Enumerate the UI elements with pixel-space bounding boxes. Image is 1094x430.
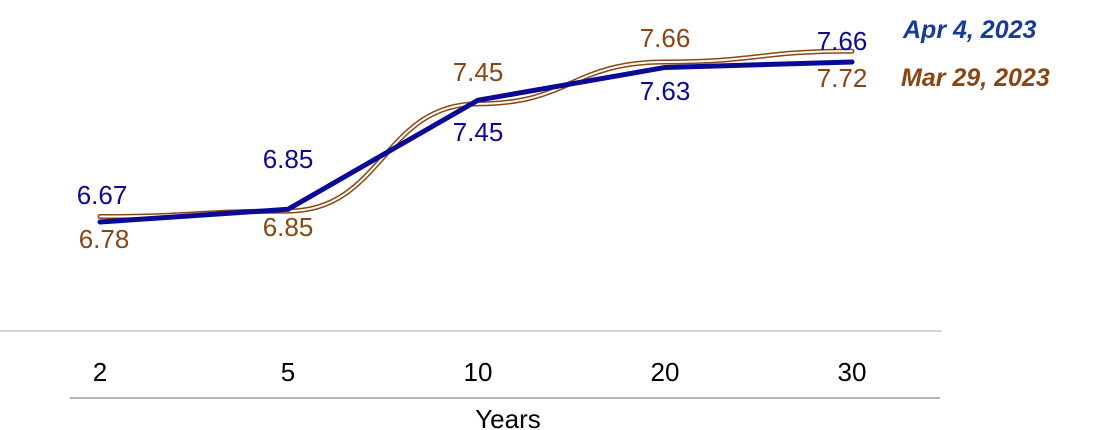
series-layer: [97, 48, 855, 225]
data-label-apr-4-10: 7.45: [453, 117, 504, 147]
x-axis-title: Years: [475, 404, 541, 430]
legend-entry-apr-4: Apr 4, 2023: [902, 16, 1037, 44]
x-tick-layer: 2 5 10 20 30: [93, 357, 867, 387]
x-tick-5: 5: [281, 357, 295, 387]
data-label-apr-4-30: 7.66: [817, 26, 868, 56]
data-label-mar-29-10: 7.45: [453, 57, 504, 87]
data-label-layer: 6.67 6.85 7.45 7.63 7.66 6.78 6.85 7.45 7.66 7.72: [77, 23, 868, 254]
data-label-apr-4-5: 6.85: [263, 144, 314, 174]
data-label-apr-4-2: 6.67: [77, 180, 128, 210]
x-tick-20: 20: [651, 357, 680, 387]
data-label-mar-29-30: 7.72: [817, 63, 868, 93]
data-label-apr-4-20: 7.63: [640, 76, 691, 106]
data-label-mar-29-2: 6.78: [79, 224, 130, 254]
legend-entry-mar-29: Mar 29, 2023: [901, 64, 1050, 92]
legend: Apr 4, 2023 Mar 29, 2023: [901, 16, 1050, 92]
series-line-apr-4: [97, 59, 855, 225]
data-label-mar-29-5: 6.85: [263, 212, 314, 242]
x-tick-2: 2: [93, 357, 107, 387]
data-label-mar-29-20: 7.66: [640, 23, 691, 53]
x-tick-30: 30: [838, 357, 867, 387]
x-tick-10: 10: [464, 357, 493, 387]
